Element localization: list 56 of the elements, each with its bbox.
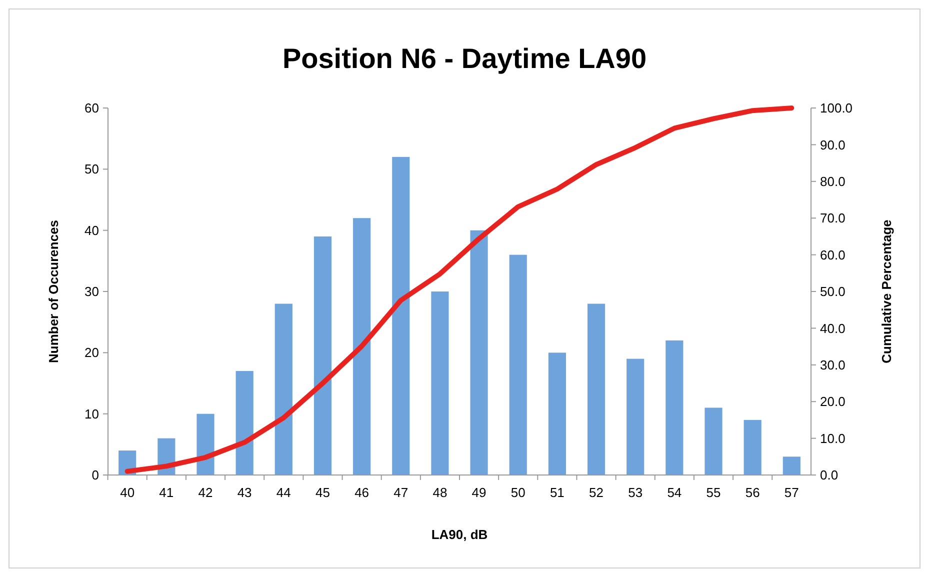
- x-axis-title: LA90, dB: [431, 527, 488, 542]
- x-tick-label: 53: [628, 485, 643, 500]
- y2-tick-label: 60.0: [820, 247, 846, 262]
- x-tick-label: 54: [667, 485, 682, 500]
- bar: [431, 292, 449, 475]
- bar: [626, 358, 644, 475]
- y2-tick-label: 100.0: [820, 100, 853, 116]
- y2-tick-label: 20.0: [820, 394, 846, 410]
- y2-tick-label: 90.0: [820, 137, 846, 152]
- y2-tick-label: 40.0: [820, 320, 846, 336]
- bar: [274, 304, 292, 475]
- bar: [548, 352, 566, 475]
- y2-tick-label: 80.0: [820, 174, 846, 189]
- x-tick-label: 44: [276, 485, 291, 500]
- chart-title: Position N6 - Daytime LA90: [282, 43, 647, 74]
- bar: [314, 236, 332, 475]
- bar: [744, 420, 762, 475]
- y2-tick-label: 0.0: [820, 468, 838, 483]
- x-tick-label: 43: [237, 485, 252, 500]
- y-tick-label: 30: [84, 284, 99, 300]
- bar: [704, 408, 722, 475]
- x-tick-label: 45: [315, 485, 330, 500]
- bar: [470, 230, 488, 475]
- x-tick-label: 56: [745, 485, 760, 500]
- bar: [353, 218, 371, 475]
- x-tick-label: 47: [394, 485, 408, 500]
- y-tick-label: 20: [84, 345, 99, 360]
- y-tick-label: 0: [92, 468, 99, 483]
- bar: [196, 414, 214, 475]
- y2-tick-label: 50.0: [820, 284, 846, 300]
- x-tick-label: 46: [354, 485, 370, 500]
- x-tick-label: 57: [784, 485, 799, 500]
- y2-tick-label: 10.0: [820, 430, 846, 446]
- x-tick-label: 52: [589, 485, 604, 500]
- y2-axis-title: Cumulative Percentage: [879, 220, 894, 364]
- x-tick-label: 48: [432, 485, 448, 500]
- bar: [782, 456, 800, 475]
- bar: [666, 340, 684, 475]
- x-tick-label: 41: [159, 485, 174, 500]
- y2-tick-label: 70.0: [820, 210, 846, 226]
- x-tick-label: 42: [198, 485, 213, 500]
- y-tick-label: 10: [84, 406, 99, 422]
- y-axis-title: Number of Occurences: [46, 220, 61, 364]
- y-tick-label: 40: [84, 222, 99, 238]
- y2-tick-label: 30.0: [820, 357, 846, 372]
- x-tick-label: 40: [120, 485, 135, 500]
- x-tick-label: 49: [472, 485, 486, 500]
- bar: [587, 304, 606, 475]
- y-tick-label: 50: [84, 162, 99, 177]
- y-tick-label: 60: [84, 100, 99, 116]
- bar: [509, 254, 527, 475]
- x-tick-label: 55: [706, 485, 721, 500]
- bar: [392, 156, 410, 475]
- x-tick-label: 51: [550, 485, 564, 500]
- bar: [236, 371, 254, 475]
- x-tick-label: 50: [510, 485, 526, 500]
